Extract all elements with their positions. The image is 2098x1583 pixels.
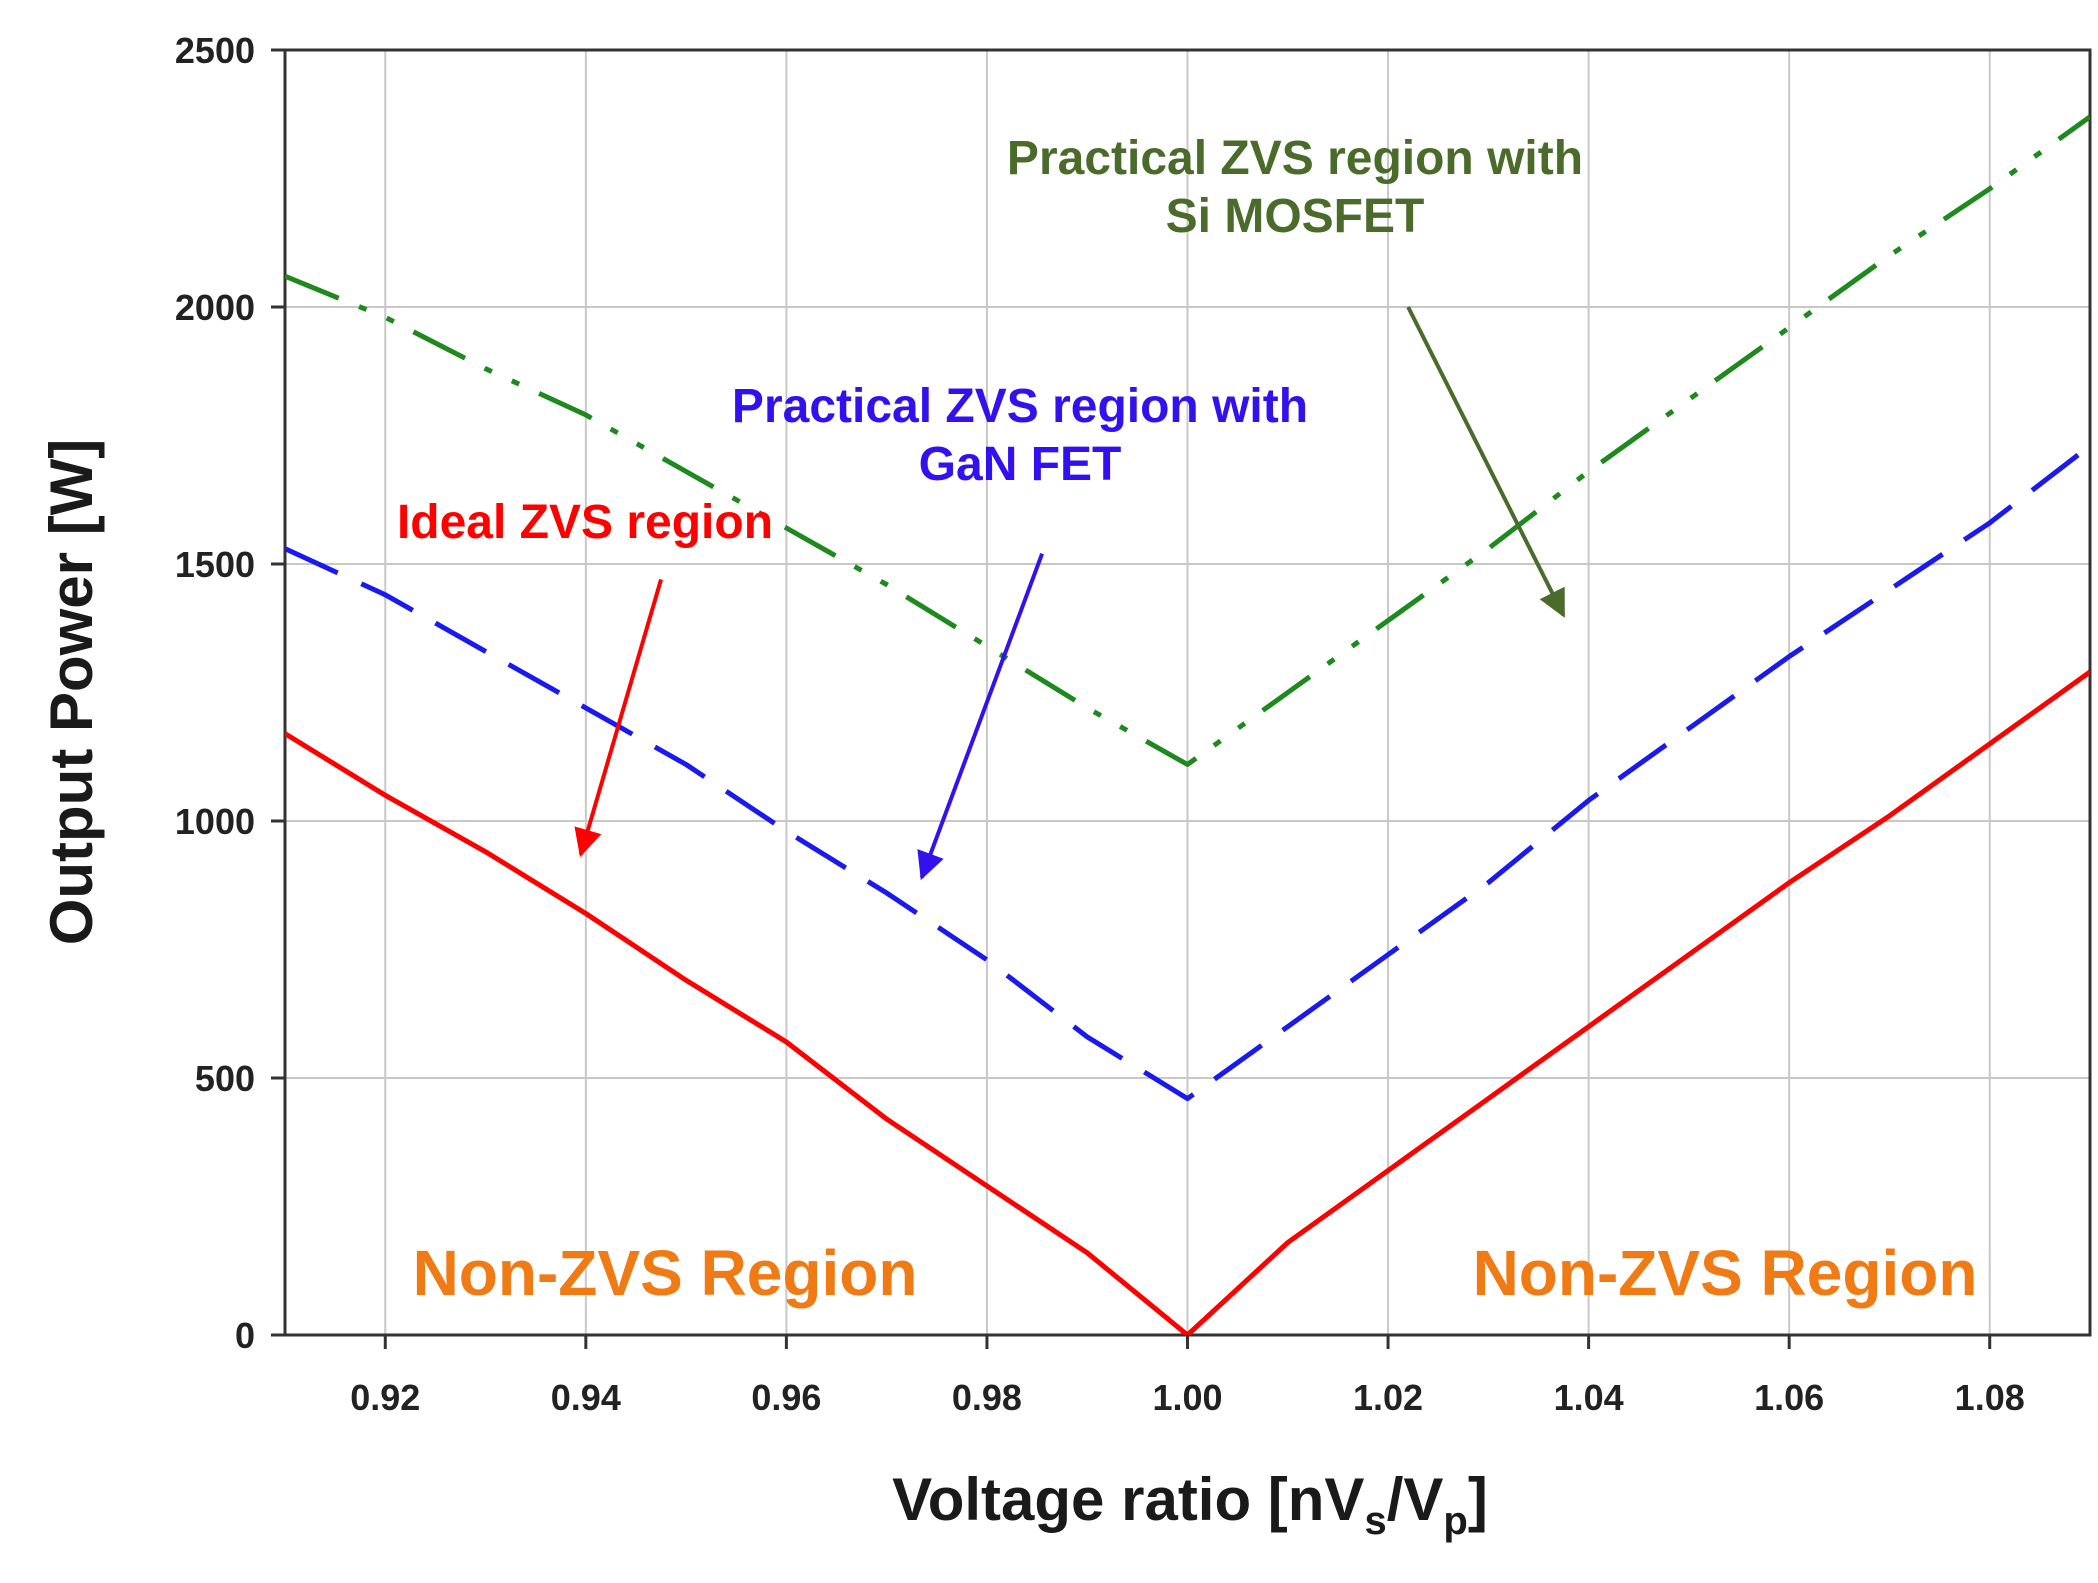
region-label-left: Non-ZVS Region	[413, 1237, 918, 1309]
x-tick-label: 0.94	[551, 1377, 621, 1418]
series-line-gan	[285, 443, 2090, 1102]
region-label-right: Non-ZVS Region	[1473, 1237, 1978, 1309]
annotation-arrow-gan	[917, 553, 1044, 881]
x-tick-label: 0.96	[751, 1377, 821, 1418]
x-tick-label: 1.08	[1955, 1377, 2025, 1418]
x-axis-title: Voltage ratio [nVs/Vp]	[892, 1466, 1488, 1543]
y-tick-label: 2500	[175, 30, 255, 71]
x-tick-label: 1.04	[1554, 1377, 1624, 1418]
x-tick-label: 1.00	[1152, 1377, 1222, 1418]
x-axis: 0.92 0.94 0.96 0.98 1.00 1.02 1.04 1.06 1.08	[350, 1335, 2025, 1418]
x-tick-label: 1.02	[1353, 1377, 1423, 1418]
annotation-text-gan: GaN FET	[919, 438, 1122, 491]
y-tick-label: 500	[195, 1058, 255, 1099]
y-tick-label: 2000	[175, 287, 255, 328]
x-tick-label: 0.98	[952, 1377, 1022, 1418]
y-axis: 0 500 1000 1500 2000 2500	[175, 30, 285, 1356]
annotations: Ideal ZVS region Practical ZVS region wit…	[397, 132, 1583, 881]
x-tick-label: 0.92	[350, 1377, 420, 1418]
annotation-text-si: Si MOSFET	[1166, 190, 1425, 243]
y-tick-label: 1000	[175, 801, 255, 842]
series-lines	[285, 114, 2090, 1335]
y-tick-label: 1500	[175, 544, 255, 585]
annotation-arrow-si	[1406, 306, 1566, 618]
annotation-text-ideal: Ideal ZVS region	[397, 496, 773, 549]
y-axis-title: Output Power [W]	[38, 439, 105, 946]
grid-lines	[285, 50, 2090, 1335]
annotation-text-si: Practical ZVS region with	[1007, 132, 1583, 185]
x-tick-label: 1.06	[1754, 1377, 1824, 1418]
series-line-si	[285, 114, 2090, 767]
series-line-ideal	[285, 669, 2090, 1335]
annotation-arrow-ideal	[574, 578, 663, 858]
annotation-text-gan: Practical ZVS region with	[732, 380, 1308, 433]
y-tick-label: 0	[235, 1315, 255, 1356]
